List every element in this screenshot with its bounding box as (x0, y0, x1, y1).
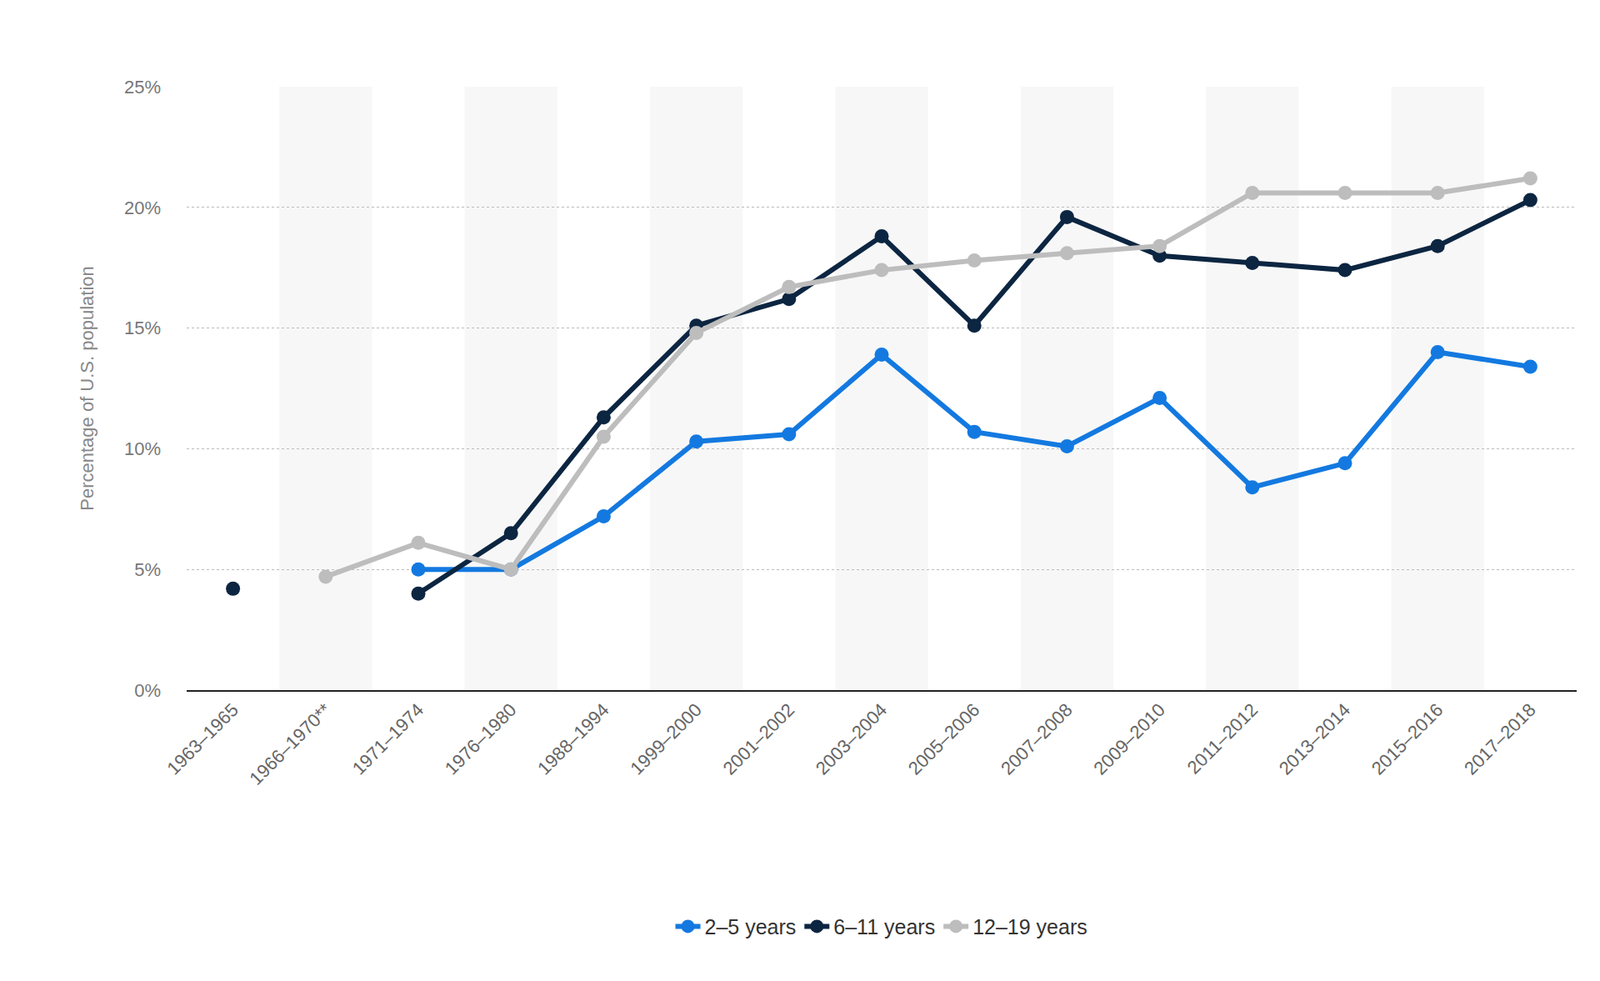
svg-text:1963–1965: 1963–1965 (162, 699, 243, 780)
svg-text:1971–1974: 1971–1974 (348, 699, 429, 780)
svg-text:2–5 years: 2–5 years (705, 915, 797, 939)
svg-text:0%: 0% (134, 680, 161, 701)
svg-text:2005–2006: 2005–2006 (904, 699, 985, 780)
svg-text:1976–1980: 1976–1980 (440, 699, 521, 780)
svg-text:Percentage of U.S. population: Percentage of U.S. population (76, 265, 98, 511)
svg-text:12–19 years: 12–19 years (972, 915, 1088, 939)
svg-text:5%: 5% (134, 559, 161, 580)
svg-text:2009–2010: 2009–2010 (1089, 699, 1170, 780)
svg-text:2003–2004: 2003–2004 (811, 699, 892, 780)
svg-text:2015–2016: 2015–2016 (1367, 699, 1448, 780)
svg-text:20%: 20% (124, 197, 161, 219)
svg-text:15%: 15% (124, 317, 161, 339)
svg-text:10%: 10% (124, 438, 161, 460)
svg-text:1999–2000: 1999–2000 (625, 699, 706, 780)
svg-text:2007–2008: 2007–2008 (996, 699, 1077, 780)
svg-text:2001–2002: 2001–2002 (719, 699, 800, 780)
svg-text:2013–2014: 2013–2014 (1275, 699, 1355, 780)
svg-text:25%: 25% (124, 76, 161, 98)
svg-text:1988–1994: 1988–1994 (533, 699, 614, 780)
svg-text:6–11 years: 6–11 years (833, 915, 935, 939)
svg-text:2017–2018: 2017–2018 (1460, 699, 1540, 780)
svg-text:2011–2012: 2011–2012 (1183, 699, 1262, 778)
svg-text:1966–1970**: 1966–1970** (245, 699, 335, 790)
